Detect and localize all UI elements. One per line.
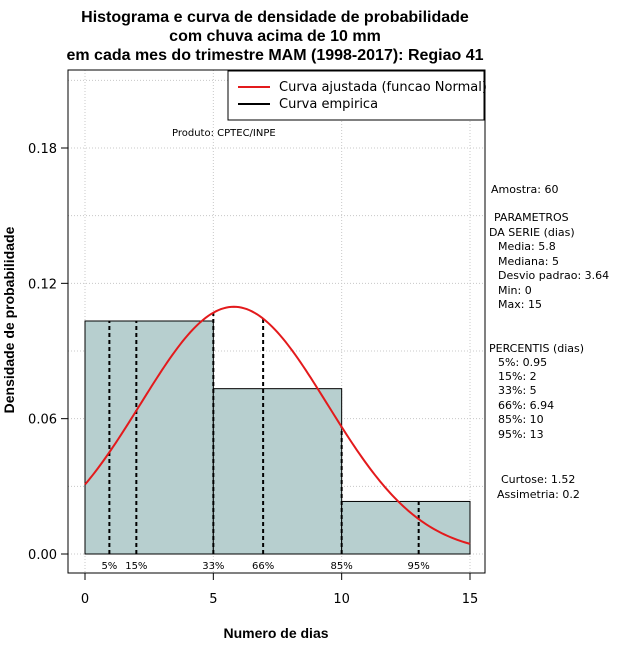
percentile-95: 95%: 13 — [498, 428, 544, 441]
histogram-bar — [341, 500, 471, 555]
histogram-bar — [212, 388, 343, 555]
percentile-labels: 5% 15% 33% 66% 85% 95% — [101, 561, 429, 572]
chart-title-line-3: em cada mes do trimestre MAM (1998-2017)… — [66, 47, 483, 64]
params-header-1: PARAMETROS — [494, 211, 569, 224]
percentile-label: 15% — [125, 561, 147, 572]
percentile-label: 33% — [202, 561, 224, 572]
params-header-2: DA SERIE (dias) — [489, 226, 575, 239]
y-axis-title: Densidade de probabilidade — [1, 226, 17, 413]
x-tick-label: 15 — [462, 592, 479, 607]
legend-label-normal-fit: Curva ajustada (funcao Normal) — [279, 80, 487, 95]
percentiles-header: PERCENTIS (dias) — [489, 342, 584, 355]
stat-skewness: Assimetria: 0.2 — [497, 488, 580, 501]
y-tick-label: 0.12 — [28, 277, 57, 292]
percentile-lines — [108, 312, 420, 554]
percentile-label: 85% — [331, 561, 353, 572]
legend: Curva ajustada (funcao Normal) Curva emp… — [227, 70, 487, 121]
y-axis: 0.00 0.06 0.12 0.18 — [28, 142, 69, 563]
percentile-label: 5% — [101, 561, 117, 572]
stat-min: Min: 0 — [498, 284, 532, 297]
x-tick-label: 0 — [81, 592, 89, 607]
x-tick-label: 10 — [333, 592, 350, 607]
legend-label-empirical: Curva empirica — [279, 97, 378, 112]
histogram-bar — [84, 320, 214, 555]
x-tick-label: 5 — [209, 592, 217, 607]
stat-std-dev: Desvio padrao: 3.64 — [498, 269, 609, 282]
stats-panel: Amostra: 60 PARAMETROS DA SERIE (dias) M… — [489, 183, 609, 501]
percentile-label: 66% — [252, 561, 274, 572]
chart-title-line-1: Histograma e curva de densidade de proba… — [81, 9, 469, 26]
percentile-label: 95% — [408, 561, 430, 572]
percentile-85: 85%: 10 — [498, 413, 544, 426]
percentile-5: 5%: 0.95 — [498, 356, 547, 369]
stat-median: Mediana: 5 — [498, 255, 559, 268]
stat-max: Max: 15 — [498, 298, 542, 311]
y-tick-label: 0.06 — [28, 413, 57, 428]
x-axis: 0 5 10 15 — [81, 572, 479, 607]
x-axis-title: Numero de dias — [223, 625, 328, 641]
legend-box — [227, 70, 485, 121]
percentile-15: 15%: 2 — [498, 370, 537, 383]
y-tick-label: 0.18 — [28, 142, 57, 157]
stat-mean: Media: 5.8 — [498, 240, 556, 253]
y-tick-label: 0.00 — [28, 548, 57, 563]
stat-kurtosis: Curtose: 1.52 — [501, 473, 575, 486]
histogram-bars — [84, 320, 471, 555]
normal-fit-curve — [84, 305, 471, 545]
product-annotation: Produto: CPTEC/INPE — [172, 128, 276, 139]
stat-sample-size: Amostra: 60 — [491, 183, 558, 196]
percentile-33: 33%: 5 — [498, 384, 537, 397]
chart-title-line-2: com chuva acima de 10 mm — [169, 28, 381, 45]
percentile-66: 66%: 6.94 — [498, 399, 554, 412]
